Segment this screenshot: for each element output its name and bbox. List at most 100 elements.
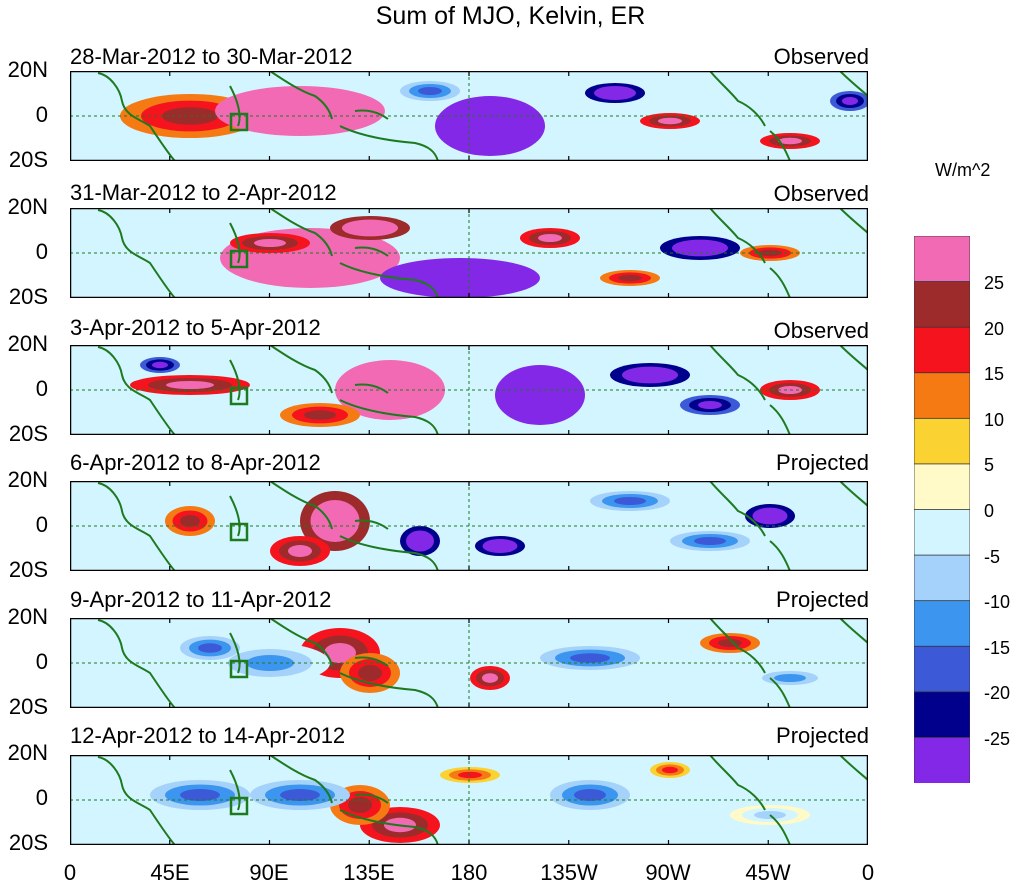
- anomaly-contour: [166, 381, 214, 389]
- anomaly-contour: [658, 117, 682, 125]
- colorbar-swatch: [914, 509, 970, 556]
- panel-2-dates: 31-Mar-2012 to 2-Apr-2012: [70, 180, 337, 205]
- lon-label: 45W: [745, 860, 791, 885]
- colorbar-tick-label: -15: [984, 638, 1011, 658]
- region-box: [229, 522, 249, 542]
- region-box: [229, 386, 249, 406]
- anomaly-contour: [280, 789, 320, 801]
- anomaly-contour: [428, 270, 492, 286]
- colorbar-tick-label: 0: [984, 501, 995, 521]
- coastline: [97, 618, 868, 708]
- coastline: [97, 345, 868, 435]
- lat-label-eq: 0: [35, 376, 48, 401]
- anomaly-contour: [490, 542, 510, 550]
- colorbar-swatch: [914, 372, 970, 420]
- colorbar-tick-label: 25: [984, 273, 1005, 293]
- anomaly-contour: [760, 511, 780, 521]
- colorbar-swatch: [914, 236, 970, 283]
- anomaly-contour: [358, 665, 382, 681]
- anomaly-contour: [254, 239, 286, 247]
- colorbar-tick-label: 10: [984, 410, 1005, 430]
- colorbar-swatch: [914, 463, 970, 511]
- panel-1-dates: 28-Mar-2012 to 30-Mar-2012: [70, 44, 353, 69]
- coastline: [97, 481, 868, 571]
- hovmoller-panel-5: [70, 618, 868, 708]
- colorbar-tick-label: -20: [984, 683, 1011, 703]
- anomaly-contour: [684, 243, 716, 253]
- anomaly-contour: [662, 766, 678, 774]
- anomaly-contour: [634, 370, 666, 380]
- coastline: [97, 71, 868, 161]
- colorbar-swatch: [914, 326, 970, 374]
- anomaly-contour: [180, 789, 220, 801]
- lat-label-20n: 20N: [7, 57, 48, 82]
- anomaly-contour: [468, 114, 512, 138]
- page-title: Sum of MJO, Kelvin, ER: [375, 2, 646, 30]
- lon-label: 90W: [645, 860, 691, 885]
- anomaly-contour: [603, 89, 627, 97]
- anomaly-contour: [324, 643, 356, 663]
- colorbar-swatch: [914, 554, 970, 602]
- lon-label: 0: [63, 860, 77, 885]
- lat-label-20n: 20N: [7, 331, 48, 356]
- anomaly-contour: [694, 537, 726, 545]
- colorbar: [914, 236, 970, 783]
- anomaly-contour: [458, 771, 482, 779]
- hovmoller-panel-2: [70, 208, 868, 298]
- coastline: [97, 208, 868, 298]
- anomaly-contour: [778, 137, 802, 145]
- hovmoller-panel-6: [70, 755, 868, 845]
- panel-4-type: Projected: [776, 450, 869, 475]
- coastline: [97, 755, 868, 845]
- anomaly-contour: [698, 401, 722, 409]
- anomaly-contour: [574, 789, 606, 801]
- anomaly-contour: [180, 515, 200, 527]
- lon-label: 135W: [540, 860, 598, 885]
- region-box: [229, 249, 249, 269]
- lon-label: 45E: [150, 860, 190, 885]
- hovmoller-panel-4: [70, 481, 868, 571]
- panel-2-type: Observed: [773, 181, 869, 206]
- region-box: [229, 796, 249, 816]
- anomaly-contour: [522, 383, 558, 407]
- anomaly-contour: [842, 97, 858, 105]
- lat-label-20n: 20N: [7, 467, 48, 492]
- lat-label-eq: 0: [35, 512, 48, 537]
- lat-label-eq: 0: [35, 239, 48, 264]
- colorbar-swatch: [914, 281, 970, 329]
- panel-4-dates: 6-Apr-2012 to 8-Apr-2012: [70, 450, 321, 475]
- lon-label: 180: [450, 860, 488, 885]
- panel-3-dates: 3-Apr-2012 to 5-Apr-2012: [70, 315, 321, 340]
- anomaly-contour: [618, 274, 642, 282]
- panel-6-type: Projected: [776, 723, 869, 748]
- colorbar-tick-label: 15: [984, 364, 1005, 384]
- lat-label-20s: 20S: [8, 421, 48, 446]
- anomaly-contour: [354, 223, 386, 233]
- anomaly-contour: [412, 535, 428, 547]
- colorbar-swatch: [914, 417, 970, 465]
- lat-label-20s: 20S: [8, 284, 48, 309]
- lat-label-eq: 0: [35, 649, 48, 674]
- anomaly-contour: [538, 234, 562, 242]
- panel-5-dates: 9-Apr-2012 to 11-Apr-2012: [70, 587, 332, 612]
- lat-label-20s: 20S: [8, 557, 48, 582]
- lat-label-20n: 20N: [7, 194, 48, 219]
- colorbar-swatch: [914, 737, 970, 783]
- lat-label-20n: 20N: [7, 740, 48, 765]
- lat-label-20s: 20S: [8, 694, 48, 719]
- anomaly-contour: [570, 653, 610, 663]
- anomaly-contour: [482, 673, 498, 683]
- colorbar-tick-label: -10: [984, 592, 1011, 612]
- anomaly-contour: [418, 87, 442, 95]
- colorbar-swatch: [914, 691, 970, 739]
- anomaly-contour: [304, 410, 336, 420]
- region-box: [229, 112, 249, 132]
- anomaly-contour: [348, 797, 372, 813]
- lon-label: 135E: [343, 860, 395, 885]
- colorbar-swatch: [914, 600, 970, 648]
- hovmoller-panel-3: [70, 345, 868, 435]
- anomaly-contour: [274, 246, 346, 270]
- colorbar-tick-label: 5: [984, 455, 995, 475]
- hovmoller-panel-1: [70, 71, 868, 161]
- anomaly-contour: [152, 361, 168, 369]
